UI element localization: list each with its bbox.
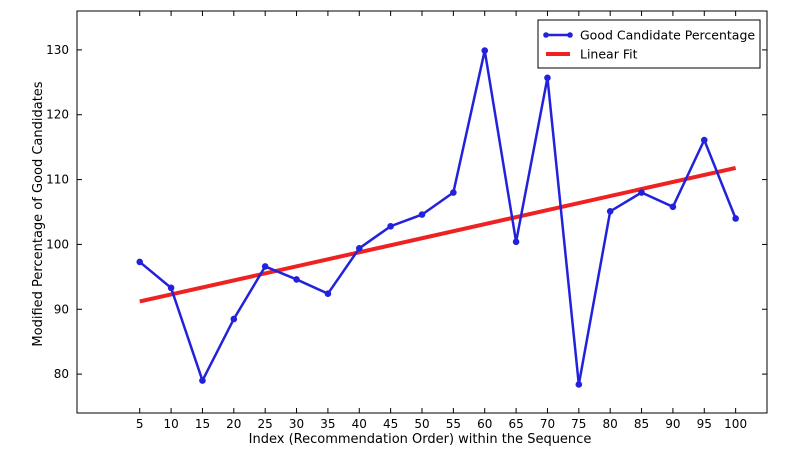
y-tick-label: 90 bbox=[54, 302, 69, 316]
axes: 5 10 15 20 25 30 35 40 45 50 55 60 65 70 75 80 85 90 95 100… bbox=[31, 10, 768, 447]
x-tick-label: 40 bbox=[352, 417, 367, 431]
good-candidate-series-line bbox=[138, 50, 737, 385]
x-tick-label: 15 bbox=[195, 417, 210, 431]
y-tick-label: 110 bbox=[46, 173, 69, 187]
legend: Good Candidate Percentage Linear Fit bbox=[537, 19, 761, 69]
legend-marker bbox=[567, 32, 573, 38]
data-point bbox=[167, 284, 175, 292]
data-point bbox=[230, 315, 238, 323]
data-point bbox=[700, 136, 708, 144]
x-tick-label: 75 bbox=[571, 417, 586, 431]
x-tick-label: 60 bbox=[477, 417, 492, 431]
data-point bbox=[387, 222, 394, 230]
data-point bbox=[544, 74, 551, 82]
data-point bbox=[450, 189, 457, 196]
data-point bbox=[481, 47, 489, 54]
data-point bbox=[199, 377, 206, 384]
y-tick-label: 130 bbox=[46, 43, 69, 57]
x-tick-label: 25 bbox=[258, 417, 273, 431]
linear-fit-line bbox=[139, 165, 737, 304]
x-tick-label: 30 bbox=[289, 417, 304, 431]
data-point bbox=[293, 276, 300, 283]
x-tick-label: 65 bbox=[508, 417, 523, 431]
legend-label-good-candidate: Good Candidate Percentage bbox=[580, 28, 755, 43]
data-point bbox=[732, 215, 739, 222]
x-tick-label: 20 bbox=[226, 417, 241, 431]
data-point bbox=[136, 258, 144, 266]
x-tick-label: 80 bbox=[603, 417, 618, 431]
y-axis-title: Modified Percentage of Good Candidates bbox=[31, 81, 46, 346]
x-tick-label: 70 bbox=[540, 417, 555, 431]
y-tick-label: 120 bbox=[46, 108, 69, 122]
data-point bbox=[512, 238, 520, 246]
data-point bbox=[669, 203, 677, 211]
legend-marker bbox=[543, 32, 549, 38]
legend-label-linear-fit: Linear Fit bbox=[580, 47, 638, 62]
x-tick-label: 5 bbox=[136, 417, 144, 431]
x-tick-label: 45 bbox=[383, 417, 398, 431]
x-tick-label: 100 bbox=[724, 417, 747, 431]
data-point bbox=[324, 290, 332, 297]
legend-box bbox=[537, 19, 761, 69]
data-point bbox=[418, 211, 426, 218]
x-tick-label: 95 bbox=[697, 417, 712, 431]
plot-area bbox=[136, 47, 739, 388]
x-tick-label: 90 bbox=[665, 417, 680, 431]
x-axis-title: Index (Recommendation Order) within the … bbox=[249, 432, 592, 447]
x-tick-label: 50 bbox=[414, 417, 429, 431]
data-point bbox=[575, 381, 583, 388]
data-point bbox=[606, 208, 614, 215]
data-point bbox=[638, 189, 645, 196]
y-tick-label: 80 bbox=[54, 367, 69, 381]
data-point bbox=[355, 245, 363, 252]
y-tick-label: 100 bbox=[46, 237, 69, 251]
x-tick-label: 55 bbox=[446, 417, 461, 431]
data-point bbox=[261, 263, 269, 270]
x-tick-label: 10 bbox=[163, 417, 178, 431]
x-tick-label: 85 bbox=[634, 417, 649, 431]
x-tick-label: 35 bbox=[320, 417, 335, 431]
